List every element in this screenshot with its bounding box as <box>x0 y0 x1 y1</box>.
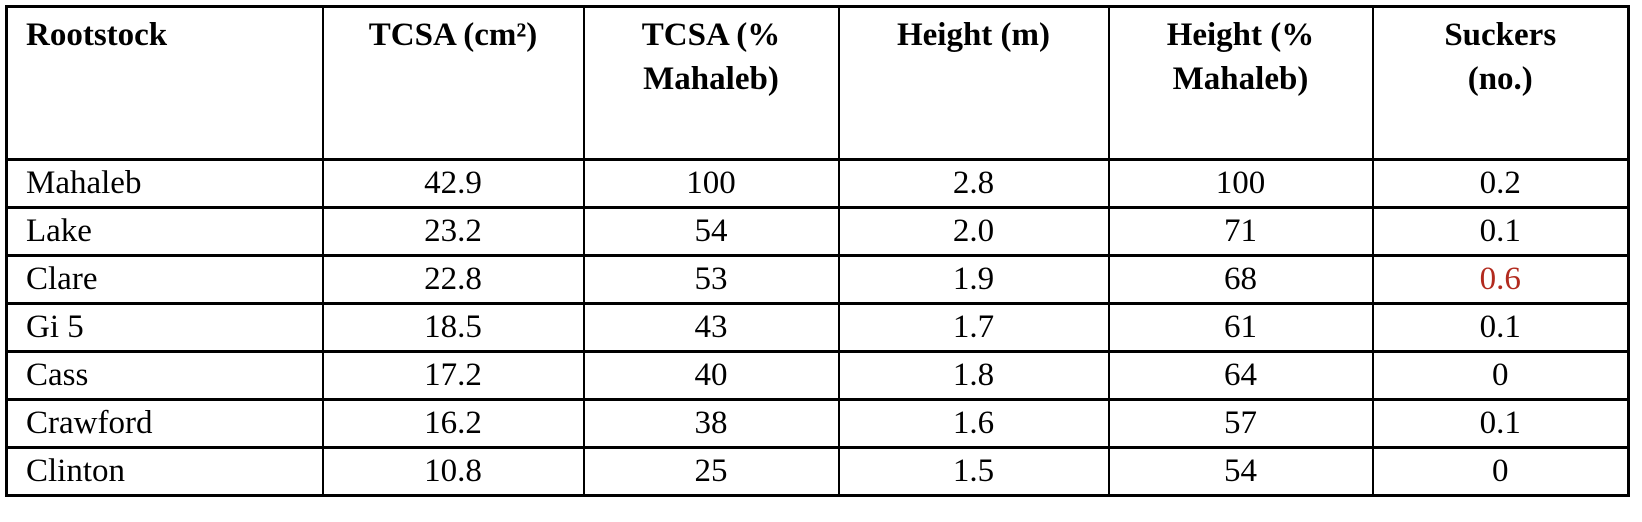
cell-tcsa-pct: 43 <box>582 302 840 353</box>
cell-rootstock: Clare <box>5 254 324 305</box>
table-row-clinton: Clinton 10.8 25 1.5 54 0 <box>5 446 1630 497</box>
cell-tcsa-pct: 25 <box>582 446 840 497</box>
cell-height-pct: 71 <box>1107 206 1374 257</box>
cell-height: 1.7 <box>837 302 1110 353</box>
cell-suckers: 0.1 <box>1371 398 1630 449</box>
cell-tcsa: 22.8 <box>321 254 585 305</box>
cell-height-pct: 61 <box>1107 302 1374 353</box>
header-row: Rootstock TCSA (cm²) TCSA (% Mahaleb) He… <box>5 5 1630 161</box>
cell-height: 1.6 <box>837 398 1110 449</box>
table-row-cass: Cass 17.2 40 1.8 64 0 <box>5 350 1630 401</box>
cell-suckers-highlighted: 0.6 <box>1371 254 1630 305</box>
cell-rootstock: Clinton <box>5 446 324 497</box>
header-cell-rootstock: Rootstock <box>5 5 324 161</box>
cell-tcsa-pct: 100 <box>582 158 840 209</box>
cell-tcsa-pct: 40 <box>582 350 840 401</box>
cell-height-pct: 100 <box>1107 158 1374 209</box>
header-cell-height-m: Height (m) <box>837 5 1110 161</box>
cell-tcsa-pct: 54 <box>582 206 840 257</box>
cell-height: 1.5 <box>837 446 1110 497</box>
cell-suckers: 0.1 <box>1371 302 1630 353</box>
table-body: Mahaleb 42.9 100 2.8 100 0.2 Lake 23.2 5… <box>5 158 1630 497</box>
cell-height-pct: 68 <box>1107 254 1374 305</box>
cell-rootstock: Mahaleb <box>5 158 324 209</box>
cell-tcsa: 18.5 <box>321 302 585 353</box>
cell-suckers: 0.2 <box>1371 158 1630 209</box>
table-row-clare: Clare 22.8 53 1.9 68 0.6 <box>5 254 1630 305</box>
header-cell-tcsa-pct-mahaleb: TCSA (% Mahaleb) <box>582 5 840 161</box>
cell-tcsa: 23.2 <box>321 206 585 257</box>
table-header: Rootstock TCSA (cm²) TCSA (% Mahaleb) He… <box>5 5 1630 161</box>
cell-tcsa: 16.2 <box>321 398 585 449</box>
cell-suckers: 0.1 <box>1371 206 1630 257</box>
cell-height: 1.8 <box>837 350 1110 401</box>
table-row-crawford: Crawford 16.2 38 1.6 57 0.1 <box>5 398 1630 449</box>
cell-height-pct: 54 <box>1107 446 1374 497</box>
cell-suckers: 0 <box>1371 446 1630 497</box>
cell-rootstock: Gi 5 <box>5 302 324 353</box>
cell-height-pct: 57 <box>1107 398 1374 449</box>
cell-tcsa-pct: 38 <box>582 398 840 449</box>
table-row-gi5: Gi 5 18.5 43 1.7 61 0.1 <box>5 302 1630 353</box>
cell-suckers: 0 <box>1371 350 1630 401</box>
header-cell-height-pct-mahaleb: Height (% Mahaleb) <box>1107 5 1374 161</box>
cell-rootstock: Cass <box>5 350 324 401</box>
cell-rootstock: Lake <box>5 206 324 257</box>
header-cell-tcsa-cm2: TCSA (cm²) <box>321 5 585 161</box>
cell-tcsa-pct: 53 <box>582 254 840 305</box>
cell-tcsa: 42.9 <box>321 158 585 209</box>
cell-rootstock: Crawford <box>5 398 324 449</box>
header-cell-suckers: Suckers (no.) <box>1371 5 1630 161</box>
cell-height: 2.8 <box>837 158 1110 209</box>
rootstock-data-table: Rootstock TCSA (cm²) TCSA (% Mahaleb) He… <box>5 5 1630 497</box>
cell-tcsa: 17.2 <box>321 350 585 401</box>
cell-height-pct: 64 <box>1107 350 1374 401</box>
cell-tcsa: 10.8 <box>321 446 585 497</box>
table-row-lake: Lake 23.2 54 2.0 71 0.1 <box>5 206 1630 257</box>
table-row-mahaleb: Mahaleb 42.9 100 2.8 100 0.2 <box>5 158 1630 209</box>
cell-height: 2.0 <box>837 206 1110 257</box>
cell-height: 1.9 <box>837 254 1110 305</box>
